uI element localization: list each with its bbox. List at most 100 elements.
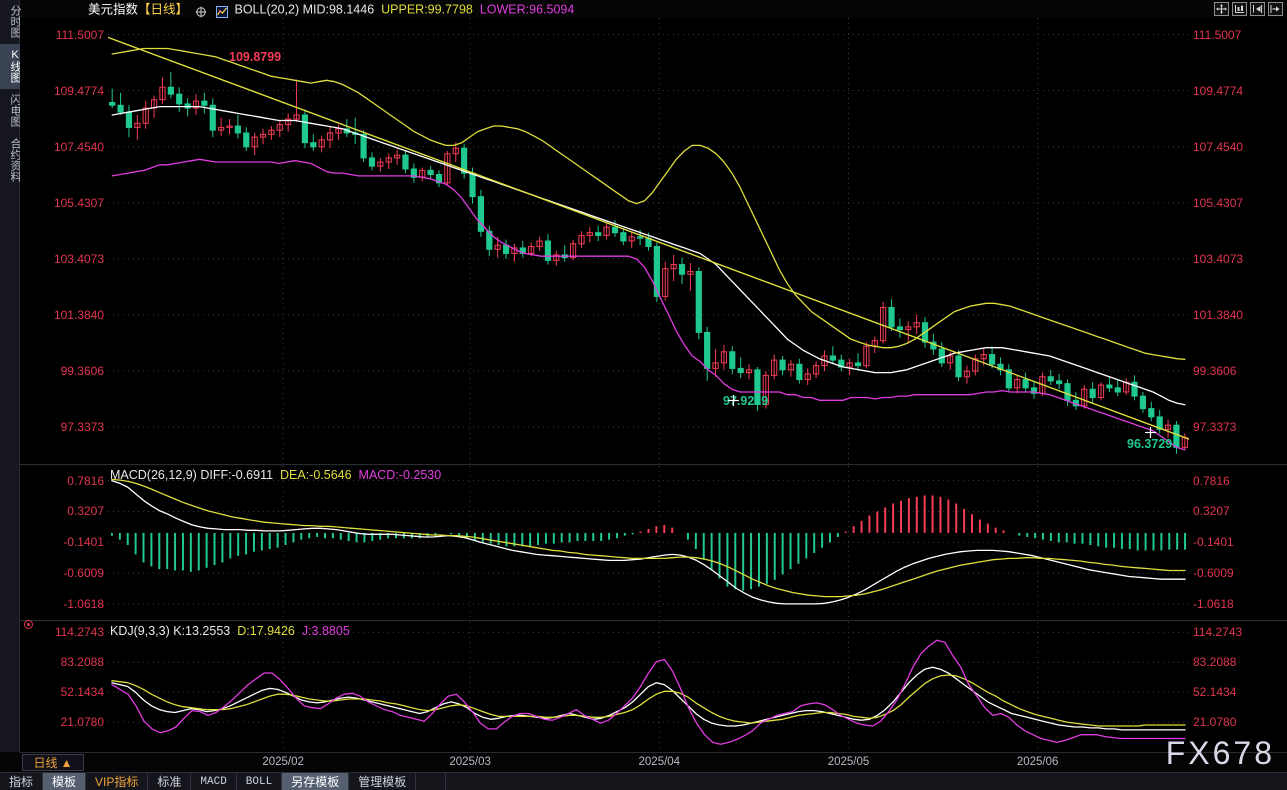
candle — [595, 232, 602, 236]
move-crosshair-icon[interactable] — [1214, 2, 1229, 16]
indicator-chart-icon[interactable] — [216, 5, 228, 18]
candle — [326, 132, 334, 141]
candle — [1005, 369, 1012, 389]
candle — [427, 169, 434, 176]
candle — [653, 246, 660, 297]
candle — [502, 244, 510, 254]
y-axis-label-left: 114.2743 — [54, 625, 104, 640]
y-axis-label-left: 97.3373 — [60, 419, 104, 434]
candle — [896, 326, 903, 331]
left-tab-rail: 分时图 K线图 闪电图 合约资料 — [0, 0, 21, 752]
y-axis-label-left: 107.4540 — [53, 139, 104, 154]
candle — [762, 374, 769, 405]
toolbar-macd[interactable]: MACD — [191, 773, 237, 790]
cycle-badge[interactable]: 日线 ▲ — [22, 754, 84, 771]
y-axis-label-left: -1.0618 — [63, 597, 104, 612]
candle — [394, 154, 401, 159]
price-plot-area[interactable] — [107, 18, 1190, 464]
toolbar-template[interactable]: 模板 — [43, 773, 87, 790]
macd-plot-area[interactable] — [108, 466, 1189, 620]
candle — [452, 147, 459, 155]
y-axis-label-right: -0.6009 — [1193, 566, 1234, 581]
plot-svg — [108, 466, 1189, 620]
y-axis-label-right: 0.7816 — [1193, 473, 1230, 488]
cycle-badge-arrow-icon: ▲ — [60, 755, 73, 770]
price-panel[interactable]: 111.5007 109.4774 107.4540 105.4307 103.4073… — [20, 18, 1287, 464]
candle — [544, 240, 552, 261]
y-axis-label-left: 105.4307 — [53, 195, 104, 210]
candle — [142, 107, 149, 124]
y-axis-label-left: 111.5007 — [55, 27, 104, 42]
candle — [410, 168, 417, 178]
candle — [461, 147, 468, 174]
candle — [192, 100, 200, 109]
macd-macd-value: MACD:-0.2530 — [358, 468, 442, 482]
cycle-badge-label: 日线 — [33, 756, 58, 770]
shift-left-icon[interactable] — [1250, 2, 1265, 16]
candle — [402, 154, 409, 170]
date-axis-label: 2025/02 — [262, 756, 304, 768]
sidebar-tab-timeshare-label: 分时图 — [9, 5, 21, 38]
candle — [385, 157, 392, 163]
shift-right-icon[interactable] — [1268, 2, 1283, 16]
date-axis-label: 2025/06 — [1016, 756, 1059, 768]
candle — [218, 126, 225, 131]
candle — [335, 128, 342, 134]
plot-svg — [108, 622, 1189, 752]
candle — [1089, 388, 1096, 399]
candle — [1022, 379, 1029, 389]
candle — [134, 122, 141, 128]
high-price-marker: 109.8799 — [229, 50, 282, 64]
candle — [368, 157, 376, 167]
candle — [377, 161, 384, 167]
kdj-panel[interactable]: KDJ(9,3,3) K:13.2553 D:17.9426 J:3.8805 … — [20, 622, 1287, 752]
sidebar-tab-lightning[interactable]: 闪电图 — [0, 89, 21, 133]
sidebar-tab-timeshare[interactable]: 分时图 — [0, 0, 21, 44]
sidebar-tab-contract[interactable]: 合约资料 — [0, 133, 21, 188]
y-axis-label-left: 101.3840 — [53, 307, 104, 322]
toolbar-standard[interactable]: 标准 — [148, 773, 192, 790]
candle — [611, 226, 619, 234]
candle — [285, 118, 292, 126]
y-axis-label-left: 103.4073 — [53, 251, 104, 266]
candle — [1081, 388, 1088, 407]
toolbar-boll[interactable]: BOLL — [237, 773, 283, 790]
y-axis-label-left: 99.3606 — [60, 363, 104, 378]
panel-divider-1 — [20, 464, 1287, 465]
date-axis: 2025/02 2025/03 2025/04 2025/05 2025/06 — [20, 752, 1287, 772]
y-axis-label-right: 97.3373 — [1193, 419, 1237, 434]
toolbar-vip-indicator[interactable]: VIP指标 — [86, 773, 149, 790]
candle — [318, 139, 325, 148]
crosshair-icon[interactable] — [195, 5, 207, 17]
site-watermark: FX678 — [1165, 735, 1275, 771]
boll-mid-value: MID:98.1446 — [302, 2, 375, 17]
y-axis-label-left: 109.4774 — [53, 83, 104, 98]
candle — [603, 226, 610, 236]
y-axis-label-left: -0.1401 — [63, 535, 104, 550]
candle — [1064, 383, 1071, 401]
candle — [1106, 384, 1113, 389]
toolbar-save-template[interactable]: 另存模板 — [282, 773, 350, 790]
candle — [293, 114, 300, 120]
candle — [125, 111, 133, 128]
candle — [737, 367, 744, 374]
candle — [159, 86, 166, 101]
toolbar-manage-template[interactable]: 管理模板 — [349, 773, 417, 790]
candle — [955, 355, 962, 378]
candle — [301, 114, 309, 144]
kdj-plot-area[interactable] — [108, 622, 1189, 752]
candle — [553, 254, 560, 261]
candle — [687, 270, 694, 275]
macd-panel[interactable]: MACD(26,12,9) DIFF:-0.6911 DEA:-0.5646 M… — [20, 466, 1287, 620]
scale-chart-icon[interactable] — [1232, 2, 1247, 16]
candle — [276, 124, 283, 131]
candle — [1164, 424, 1172, 430]
candle — [117, 104, 124, 113]
candle — [712, 362, 719, 369]
sidebar-tab-kline[interactable]: K线图 — [0, 44, 21, 89]
kdj-d-value: D:17.9426 — [237, 624, 295, 638]
toolbar-indicator[interactable]: 指标 — [0, 773, 44, 790]
candle — [477, 196, 485, 232]
plot-svg — [107, 18, 1190, 464]
candle — [1131, 381, 1138, 397]
